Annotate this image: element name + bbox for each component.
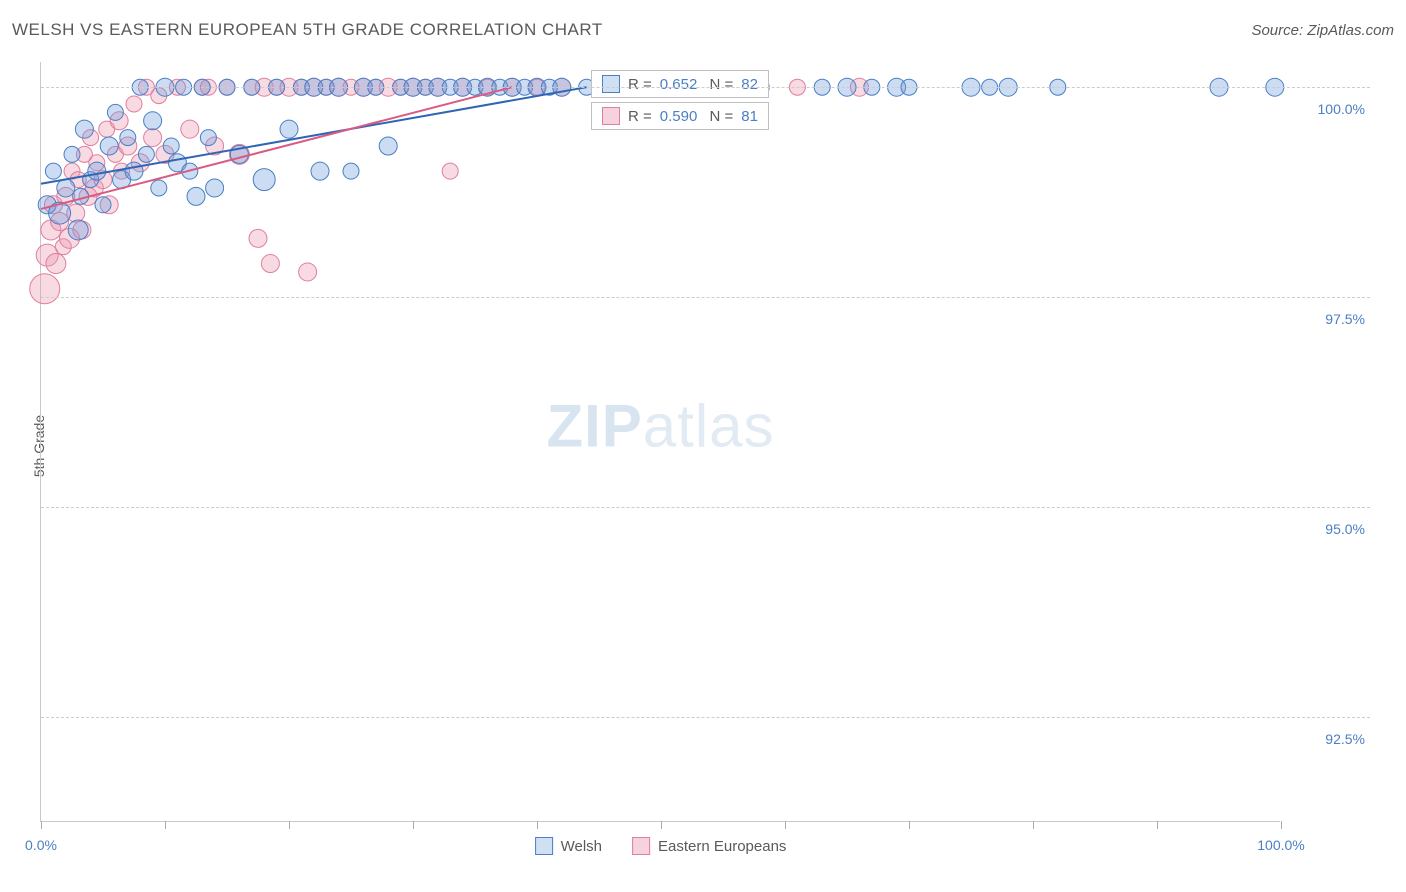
scatter-point bbox=[64, 146, 80, 162]
scatter-point bbox=[151, 180, 167, 196]
x-tick bbox=[661, 821, 662, 829]
chart-title: WELSH VS EASTERN EUROPEAN 5TH GRADE CORR… bbox=[12, 20, 603, 40]
bottom-legend-eastern-label: Eastern Europeans bbox=[658, 838, 786, 855]
scatter-point bbox=[30, 274, 60, 304]
scatter-point bbox=[138, 146, 154, 162]
scatter-point bbox=[200, 130, 216, 146]
bottom-legend-welsh: Welsh bbox=[535, 837, 602, 855]
gridline bbox=[41, 297, 1370, 298]
scatter-point bbox=[253, 169, 275, 191]
scatter-point bbox=[379, 137, 397, 155]
x-tick bbox=[289, 821, 290, 829]
source-label: Source: ZipAtlas.com bbox=[1251, 22, 1394, 39]
n-label: N = bbox=[705, 108, 733, 125]
scatter-svg bbox=[41, 62, 1280, 821]
gridline bbox=[41, 507, 1370, 508]
scatter-point bbox=[280, 120, 298, 138]
swatch-welsh-icon bbox=[535, 837, 553, 855]
scatter-point bbox=[120, 130, 136, 146]
r-label: R = bbox=[628, 76, 652, 93]
swatch-eastern bbox=[602, 107, 620, 125]
scatter-point bbox=[100, 137, 118, 155]
scatter-point bbox=[144, 112, 162, 130]
plot-area: ZIPatlas R = 0.652 N = 82 R = 0.590 N = … bbox=[40, 62, 1280, 822]
bottom-legend-welsh-label: Welsh bbox=[561, 838, 602, 855]
swatch-eastern-icon bbox=[632, 837, 650, 855]
n-value-welsh: 82 bbox=[741, 76, 758, 93]
x-tick bbox=[413, 821, 414, 829]
scatter-point bbox=[187, 187, 205, 205]
x-tick-label: 100.0% bbox=[1257, 837, 1304, 853]
x-tick bbox=[41, 821, 42, 829]
scatter-point bbox=[261, 255, 279, 273]
bottom-legend: Welsh Eastern Europeans bbox=[535, 837, 787, 855]
scatter-point bbox=[107, 104, 123, 120]
y-tick-label: 97.5% bbox=[1295, 311, 1365, 327]
gridline bbox=[41, 717, 1370, 718]
x-tick bbox=[909, 821, 910, 829]
scatter-point bbox=[442, 163, 458, 179]
x-tick bbox=[1157, 821, 1158, 829]
scatter-point bbox=[249, 229, 267, 247]
scatter-point bbox=[163, 138, 179, 154]
y-tick-label: 95.0% bbox=[1295, 521, 1365, 537]
scatter-point bbox=[68, 220, 88, 240]
x-tick bbox=[1033, 821, 1034, 829]
y-tick-label: 92.5% bbox=[1295, 731, 1365, 747]
gridline bbox=[41, 87, 1370, 88]
scatter-point bbox=[75, 120, 93, 138]
scatter-point bbox=[181, 120, 199, 138]
n-label: N = bbox=[705, 76, 733, 93]
r-label: R = bbox=[628, 108, 652, 125]
x-tick bbox=[785, 821, 786, 829]
legend-box-welsh: R = 0.652 N = 82 bbox=[591, 70, 769, 98]
swatch-welsh bbox=[602, 75, 620, 93]
scatter-point bbox=[299, 263, 317, 281]
scatter-point bbox=[46, 254, 66, 274]
scatter-point bbox=[311, 162, 329, 180]
scatter-point bbox=[125, 162, 143, 180]
scatter-point bbox=[95, 197, 111, 213]
x-tick bbox=[1281, 821, 1282, 829]
scatter-point bbox=[343, 163, 359, 179]
x-tick-label: 0.0% bbox=[25, 837, 57, 853]
r-value-eastern: 0.590 bbox=[660, 108, 698, 125]
scatter-point bbox=[45, 163, 61, 179]
scatter-point bbox=[57, 179, 75, 197]
bottom-legend-eastern: Eastern Europeans bbox=[632, 837, 786, 855]
n-value-eastern: 81 bbox=[741, 108, 758, 125]
x-tick bbox=[537, 821, 538, 829]
scatter-point bbox=[88, 162, 106, 180]
y-tick-label: 100.0% bbox=[1295, 101, 1365, 117]
r-value-welsh: 0.652 bbox=[660, 76, 698, 93]
x-tick bbox=[165, 821, 166, 829]
scatter-point bbox=[206, 179, 224, 197]
legend-box-eastern: R = 0.590 N = 81 bbox=[591, 102, 769, 130]
scatter-point bbox=[126, 96, 142, 112]
scatter-point bbox=[144, 129, 162, 147]
